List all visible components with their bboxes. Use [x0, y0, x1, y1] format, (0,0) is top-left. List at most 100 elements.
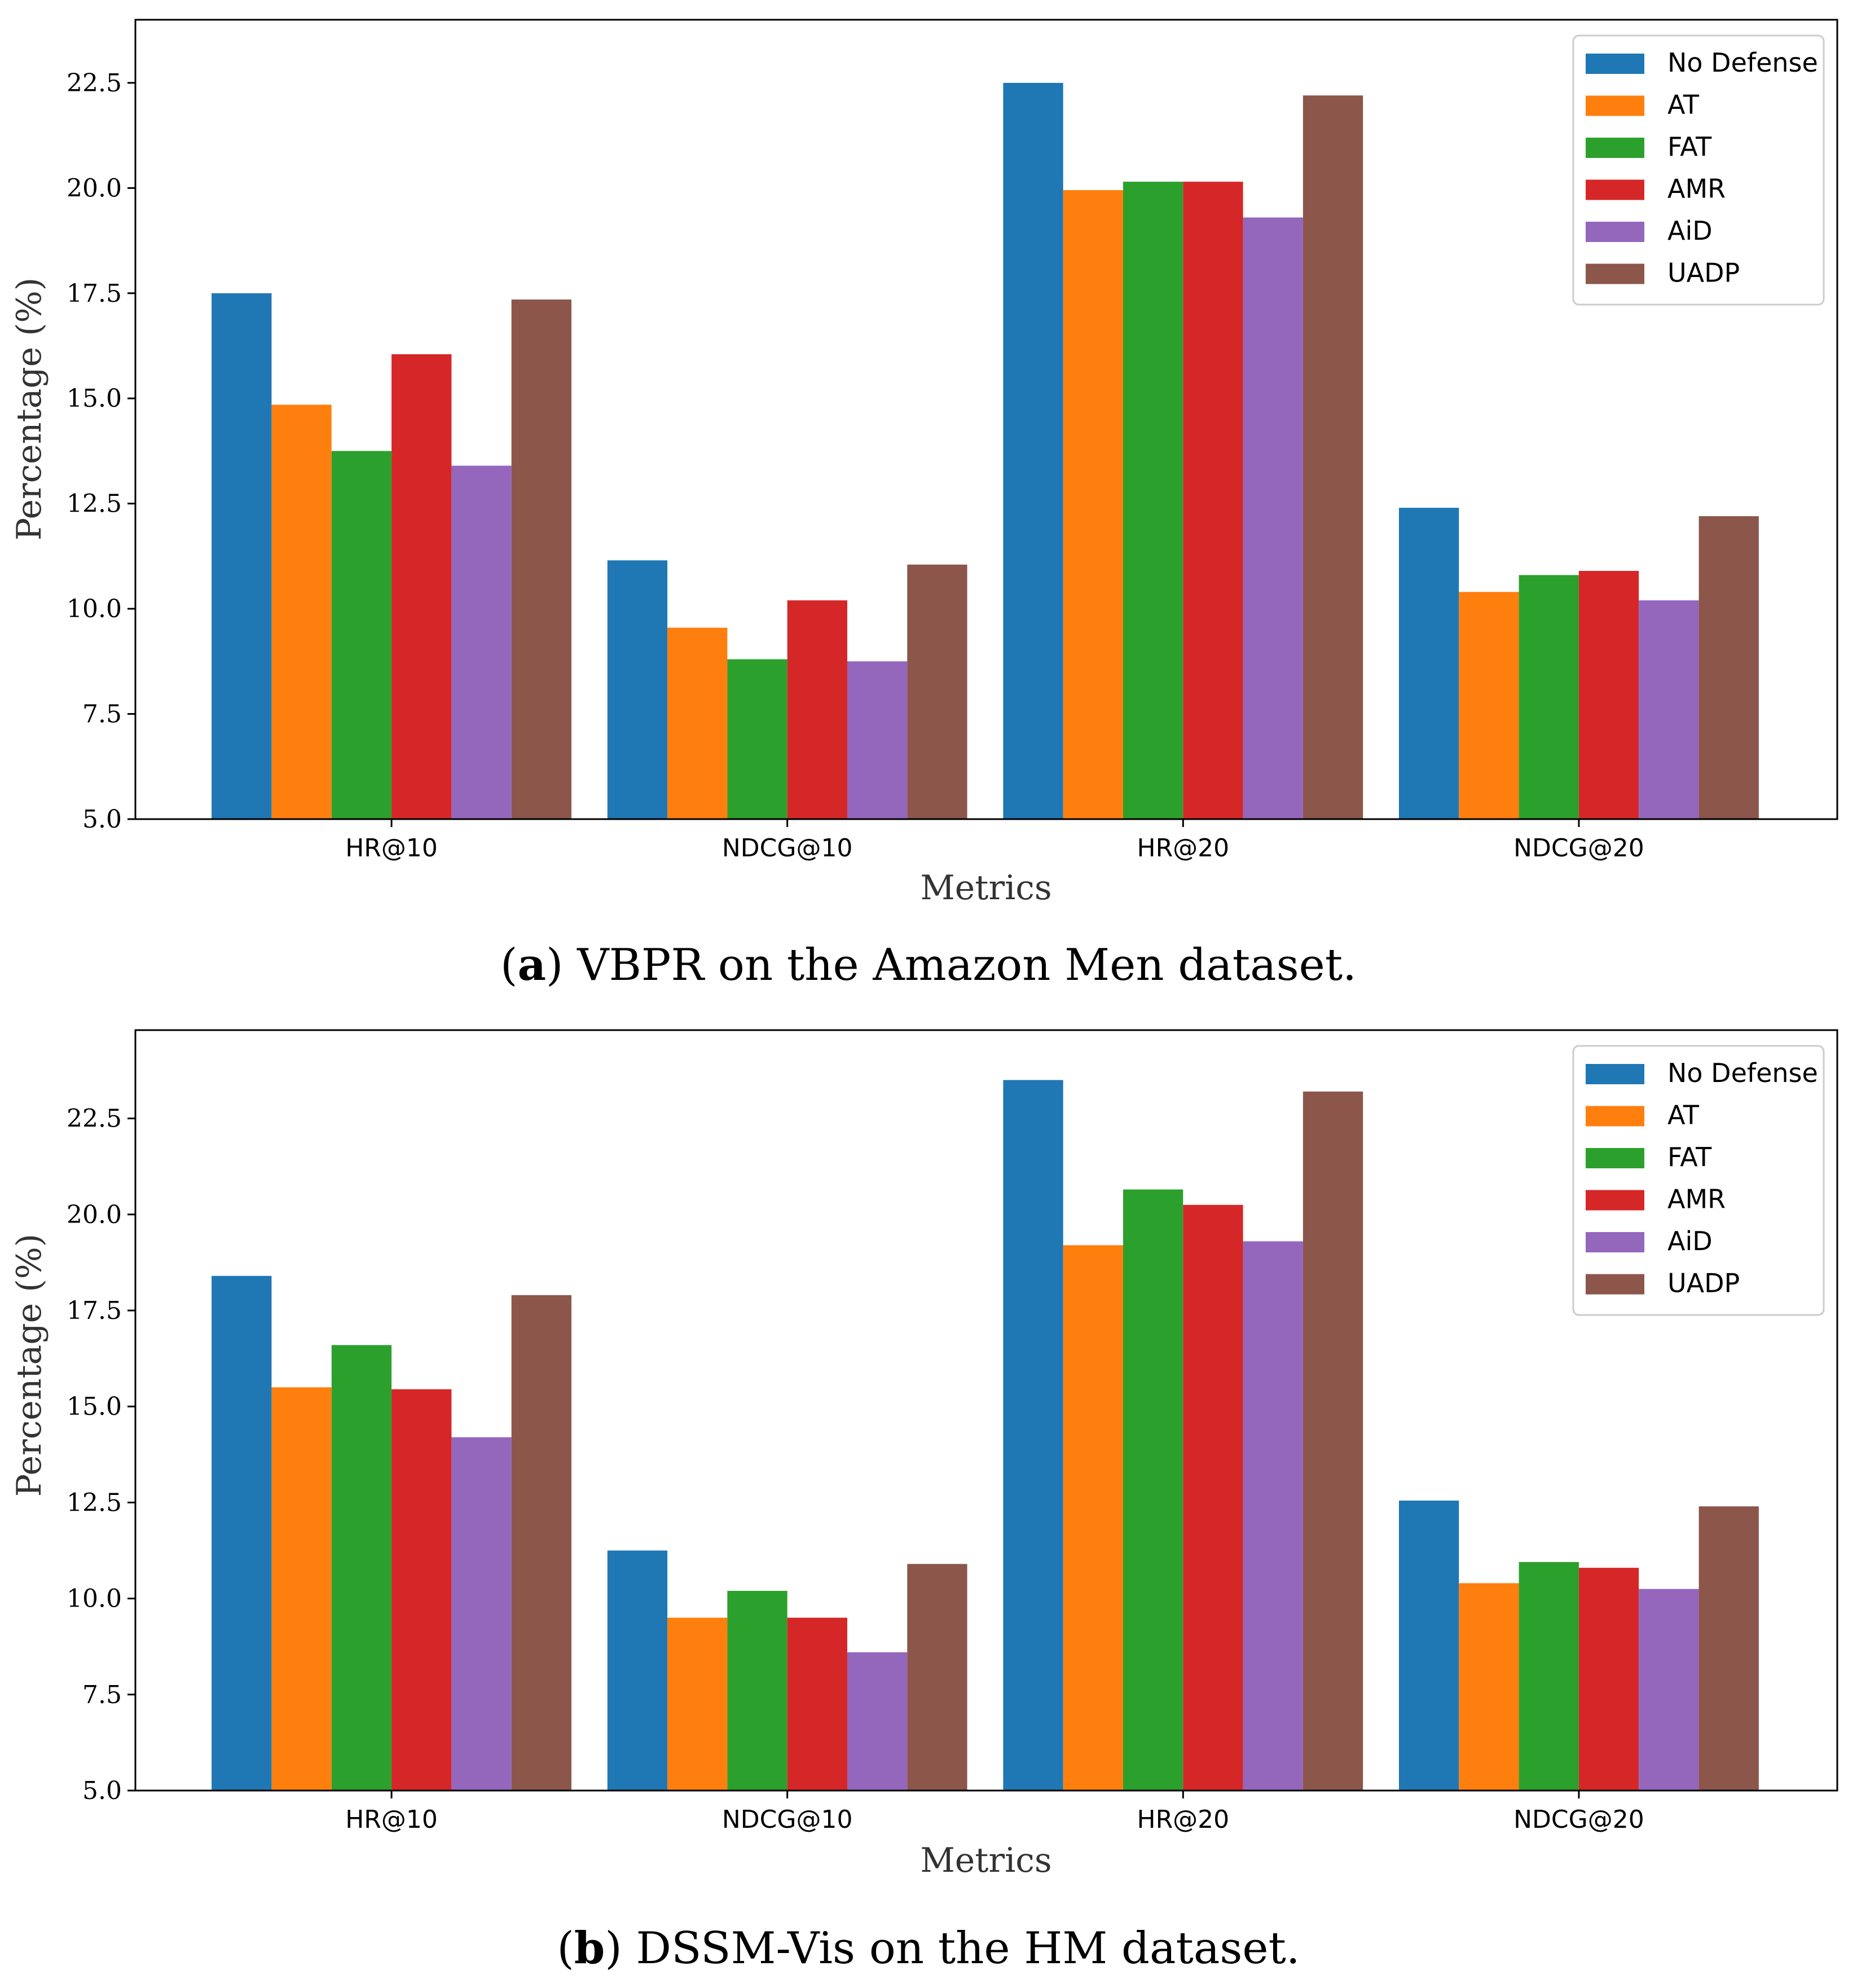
y-tick-label: 22.5	[67, 1105, 122, 1133]
bar-no-defense-ndcg-10	[607, 1550, 668, 1791]
bar-aid-ndcg-10	[847, 1652, 908, 1791]
bar-amr-hr-10	[391, 354, 452, 819]
bar-aid-hr-10	[451, 1437, 512, 1791]
bar-at-hr-10	[271, 1387, 332, 1791]
legend-swatch-fat	[1586, 138, 1644, 158]
bar-fat-ndcg-10	[727, 659, 787, 819]
bar-uadp-ndcg-20	[1698, 516, 1759, 819]
legend-swatch-no-defense	[1586, 1064, 1644, 1084]
x-tick-label: HR@20	[1137, 1805, 1229, 1834]
legend-swatch-at	[1586, 1106, 1644, 1127]
bar-fat-hr-20	[1123, 182, 1183, 820]
legend-swatch-uadp	[1586, 1274, 1644, 1295]
legend-label-no-defense: No Defense	[1667, 47, 1818, 78]
legend-label-at: AT	[1667, 1100, 1700, 1131]
y-tick-label: 7.5	[82, 700, 122, 729]
bar-amr-ndcg-20	[1578, 1568, 1639, 1791]
y-tick-label: 20.0	[67, 174, 122, 203]
bar-amr-hr-20	[1183, 1204, 1243, 1791]
bar-amr-hr-10	[391, 1389, 452, 1791]
y-axis-label: Percentage (%)	[10, 278, 49, 540]
chart-panel-a: Metrics Percentage (%) (a) VBPR on the A…	[10, 19, 1838, 991]
bar-no-defense-hr-10	[212, 1276, 272, 1791]
legend: No Defense AT FAT AMR AiD UADP	[1572, 1045, 1825, 1316]
bar-uadp-ndcg-10	[907, 1564, 967, 1791]
legend-label-fat: FAT	[1667, 131, 1712, 162]
y-tick-label: 20.0	[67, 1200, 122, 1229]
bar-at-hr-20	[1063, 190, 1123, 819]
legend-label-amr: AMR	[1667, 174, 1726, 204]
bar-fat-ndcg-20	[1519, 1562, 1579, 1791]
bar-no-defense-hr-20	[1003, 1080, 1063, 1791]
y-axis-label: Percentage (%)	[10, 1234, 49, 1497]
bar-uadp-hr-20	[1302, 1091, 1363, 1791]
bar-aid-hr-20	[1243, 1241, 1303, 1791]
bar-uadp-hr-10	[511, 1295, 571, 1791]
bar-fat-hr-10	[331, 1345, 392, 1791]
bar-fat-ndcg-20	[1519, 575, 1579, 819]
chart-panel-b: Metrics Percentage (%) (b) DSSM-Vis on t…	[10, 1029, 1838, 1974]
x-tick-label: HR@10	[345, 834, 438, 863]
legend-label-at: AT	[1667, 90, 1700, 120]
x-axis-label: Metrics	[920, 1841, 1051, 1880]
legend-label-aid: AiD	[1667, 1226, 1713, 1256]
legend-label-aid: AiD	[1667, 215, 1713, 246]
panel-caption: (a) VBPR on the Amazon Men dataset.	[500, 939, 1357, 991]
legend: No Defense AT FAT AMR AiD UADP	[1572, 34, 1825, 306]
y-tick-label: 5.0	[82, 1776, 122, 1805]
legend-label-amr: AMR	[1667, 1184, 1726, 1215]
bar-amr-ndcg-20	[1578, 571, 1639, 819]
bar-no-defense-hr-10	[212, 293, 272, 819]
bar-amr-ndcg-10	[787, 1617, 847, 1791]
bar-at-hr-20	[1063, 1245, 1123, 1791]
y-tick-label: 17.5	[67, 279, 122, 308]
bar-at-ndcg-10	[667, 1617, 728, 1791]
bar-fat-hr-10	[331, 451, 392, 819]
bar-amr-hr-20	[1183, 182, 1243, 820]
x-tick-label: NDCG@10	[722, 834, 853, 863]
bar-aid-ndcg-10	[847, 661, 908, 819]
x-tick-label: NDCG@20	[1513, 1805, 1644, 1834]
legend-swatch-amr	[1586, 1190, 1644, 1211]
x-tick-label: HR@20	[1137, 834, 1229, 863]
legend-label-uadp: UADP	[1667, 258, 1740, 288]
bar-aid-ndcg-20	[1639, 600, 1699, 819]
y-tick-label: 10.0	[67, 1585, 122, 1613]
legend-swatch-at	[1586, 95, 1644, 116]
bar-uadp-hr-20	[1302, 95, 1363, 820]
x-tick-label: NDCG@10	[722, 1805, 853, 1834]
legend-swatch-amr	[1586, 179, 1644, 200]
bar-no-defense-ndcg-10	[607, 560, 668, 819]
x-tick-label: HR@10	[345, 1805, 438, 1834]
x-axis-label: Metrics	[920, 868, 1051, 908]
legend-label-fat: FAT	[1667, 1142, 1712, 1172]
y-tick-label: 10.0	[67, 595, 122, 623]
x-tick-label: NDCG@20	[1513, 834, 1644, 863]
bar-at-hr-10	[271, 404, 332, 819]
panel-caption: (b) DSSM-Vis on the HM dataset.	[557, 1923, 1300, 1974]
bar-aid-hr-20	[1243, 217, 1303, 819]
y-tick-label: 12.5	[67, 490, 122, 518]
legend-swatch-aid	[1586, 222, 1644, 242]
legend-label-no-defense: No Defense	[1667, 1058, 1818, 1088]
plot-frame	[134, 19, 1838, 820]
legend-swatch-uadp	[1586, 263, 1644, 284]
bar-at-ndcg-10	[667, 627, 728, 819]
bar-no-defense-ndcg-20	[1399, 1501, 1459, 1791]
bar-uadp-ndcg-10	[907, 564, 967, 819]
bar-uadp-ndcg-20	[1698, 1506, 1759, 1791]
bar-aid-ndcg-20	[1639, 1589, 1699, 1791]
bar-uadp-hr-10	[511, 299, 571, 819]
y-tick-label: 15.0	[67, 1392, 122, 1421]
bar-at-ndcg-20	[1459, 592, 1519, 819]
y-tick-label: 15.0	[67, 384, 122, 413]
bar-fat-hr-20	[1123, 1189, 1183, 1791]
legend-swatch-aid	[1586, 1232, 1644, 1252]
y-tick-label: 7.5	[82, 1681, 122, 1709]
y-tick-label: 17.5	[67, 1296, 122, 1325]
plot-frame	[134, 1029, 1838, 1792]
y-tick-label: 5.0	[82, 805, 122, 834]
bar-amr-ndcg-10	[787, 600, 847, 819]
bar-fat-ndcg-10	[727, 1591, 787, 1791]
bar-no-defense-hr-20	[1003, 82, 1063, 819]
